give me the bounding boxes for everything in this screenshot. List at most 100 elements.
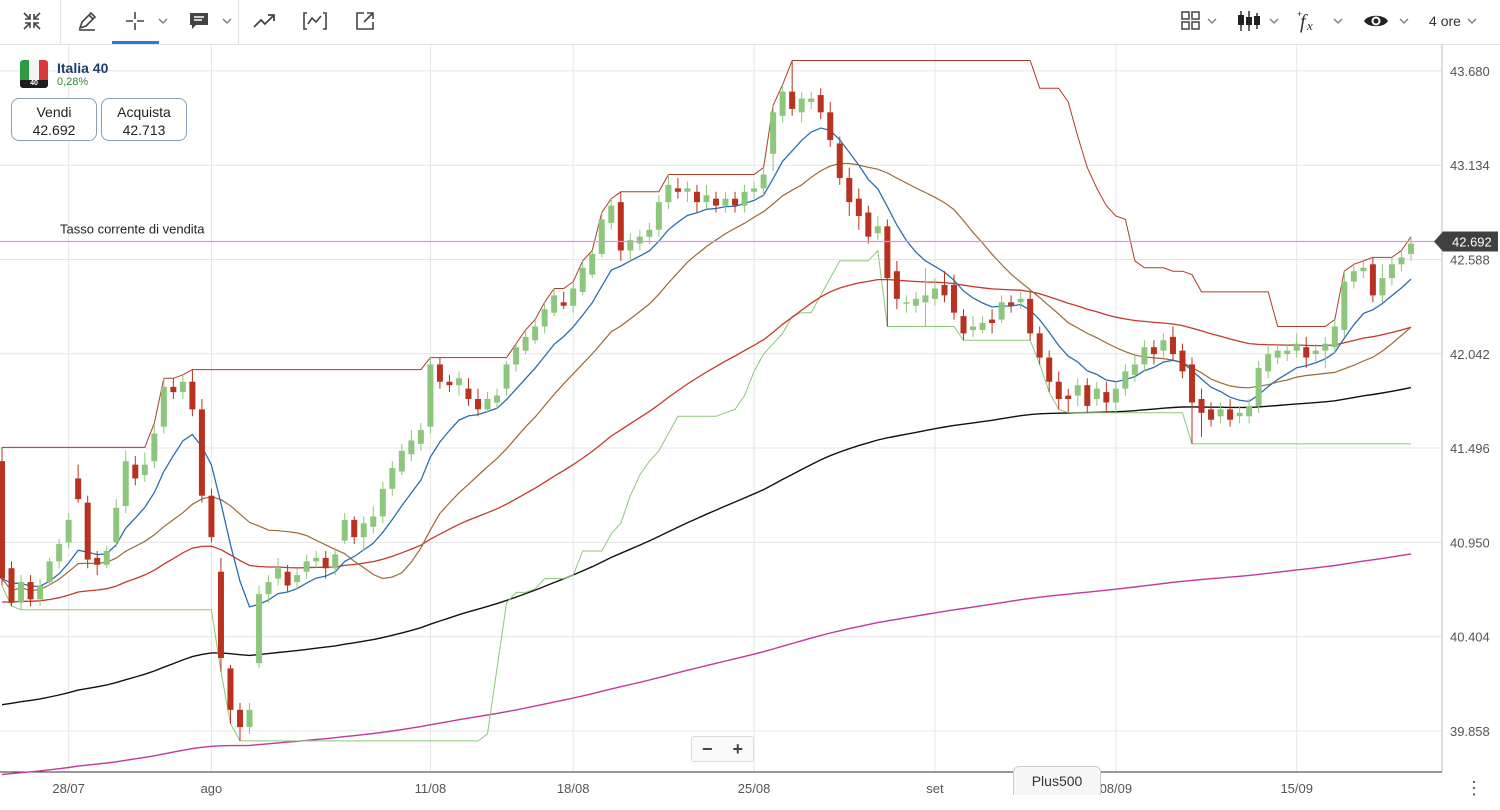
candle-body — [665, 184, 672, 203]
candle-body — [1160, 340, 1167, 351]
layout-grid-icon[interactable] — [1176, 6, 1206, 36]
candle-body — [18, 582, 25, 603]
eye-dropdown-icon[interactable] — [1398, 6, 1410, 36]
candle-body — [351, 519, 358, 538]
candle-body — [513, 347, 520, 365]
zoom-in-button[interactable]: + — [732, 739, 743, 759]
candle-body — [1093, 388, 1100, 400]
indicator-frame-icon[interactable] — [300, 6, 330, 36]
candle-body — [1150, 347, 1157, 355]
candle-body — [846, 177, 853, 203]
candle-body — [1189, 364, 1195, 403]
active-tool-indicator — [112, 41, 159, 44]
trend-icon[interactable] — [250, 6, 280, 36]
svg-text:x: x — [1306, 18, 1313, 33]
sell-button[interactable]: Vendi 42.692 — [11, 98, 97, 141]
candle-body — [275, 568, 282, 579]
eye-icon[interactable] — [1360, 6, 1392, 36]
candle-body — [227, 668, 234, 710]
candle-body — [865, 212, 872, 237]
export-icon[interactable] — [350, 6, 380, 36]
current-price-label: 42.692 — [1452, 235, 1492, 250]
timeframe-selector[interactable]: 4 ore — [1424, 6, 1482, 36]
candle-body — [1303, 347, 1310, 358]
candle-body — [65, 519, 72, 543]
candle-body — [951, 285, 957, 313]
candle-body — [931, 288, 938, 299]
buy-label: Acquista — [117, 104, 171, 120]
candle-body — [1074, 385, 1081, 396]
zoom-out-button[interactable]: − — [701, 739, 713, 759]
more-options-icon[interactable]: ⋮ — [1465, 778, 1483, 798]
candle-body — [103, 550, 110, 565]
candle-body — [122, 461, 129, 507]
price-chart[interactable]: Tasso corrente di vendita 39.858 40.404 40.… — [0, 45, 1500, 810]
candle-body — [475, 399, 481, 410]
layout-dropdown-icon[interactable] — [1206, 6, 1218, 36]
candle-body — [732, 198, 739, 206]
comment-icon[interactable] — [184, 6, 214, 36]
candle-body — [1227, 409, 1234, 420]
candle-body — [1331, 326, 1338, 348]
candle-body — [912, 298, 919, 306]
candle-body — [751, 188, 758, 192]
comment-dropdown-icon[interactable] — [220, 6, 234, 36]
candle-body — [170, 386, 177, 393]
candle-body — [1131, 364, 1138, 375]
candle-body — [246, 709, 253, 728]
asset-info: 40 Italia 40 0,28% — [20, 60, 108, 88]
candle-body — [532, 326, 539, 341]
candle-body — [770, 112, 777, 154]
y-tick-label: 43.680 — [1450, 64, 1490, 79]
ma-black-line — [1, 386, 1412, 706]
candle-body — [617, 202, 624, 251]
candle-body — [1208, 409, 1215, 420]
candle-body — [408, 440, 415, 455]
candle-body — [370, 516, 377, 527]
candle-body — [589, 253, 596, 275]
pencil-icon[interactable] — [72, 6, 102, 36]
candle-body — [1112, 388, 1119, 403]
candle-body — [970, 326, 977, 330]
candle-body — [1217, 409, 1224, 417]
candle-body — [989, 319, 996, 324]
candle-body — [94, 557, 101, 565]
candle-body — [636, 236, 643, 244]
candle-body — [303, 561, 310, 572]
candle-body — [198, 409, 205, 496]
candle-body — [703, 195, 710, 203]
crosshair-icon[interactable] — [120, 6, 150, 36]
candle-body — [827, 112, 834, 140]
ma-magenta-line — [1, 553, 1412, 776]
x-tick-label: 11/08 — [415, 781, 447, 796]
collapse-icon[interactable] — [16, 6, 48, 36]
candle-body — [417, 430, 424, 444]
candle-body — [1141, 347, 1148, 365]
candle-body — [836, 143, 843, 178]
candle-body — [608, 205, 615, 223]
function-icon[interactable]: f x + — [1292, 6, 1322, 36]
candle-body — [560, 302, 567, 306]
toolbar-divider — [238, 0, 239, 44]
candle-body — [389, 468, 396, 489]
x-tick-label: set — [926, 781, 944, 796]
candle-body — [1360, 267, 1367, 272]
function-dropdown-icon[interactable] — [1332, 6, 1344, 36]
crosshair-dropdown-icon[interactable] — [156, 6, 170, 36]
chevron-down-icon — [1467, 18, 1477, 24]
candle-body — [808, 98, 815, 102]
x-tick-label: 15/09 — [1280, 781, 1313, 796]
top-toolbar: f x + 4 ore — [0, 0, 1500, 45]
svg-text:+: + — [1297, 9, 1302, 19]
chart-type-dropdown-icon[interactable] — [1268, 6, 1280, 36]
current-rate-label: Tasso corrente di vendita — [60, 222, 205, 237]
flag-badge: 40 — [20, 80, 48, 88]
candle-body — [570, 288, 577, 306]
y-tick-label: 39.858 — [1450, 724, 1490, 739]
candle-body — [465, 388, 472, 400]
buy-button[interactable]: Acquista 42.713 — [101, 98, 187, 141]
candle-body — [789, 91, 796, 109]
candlestick-icon[interactable] — [1234, 6, 1264, 36]
brand-tab[interactable]: Plus500 — [1013, 766, 1101, 795]
candle-body — [741, 191, 748, 206]
